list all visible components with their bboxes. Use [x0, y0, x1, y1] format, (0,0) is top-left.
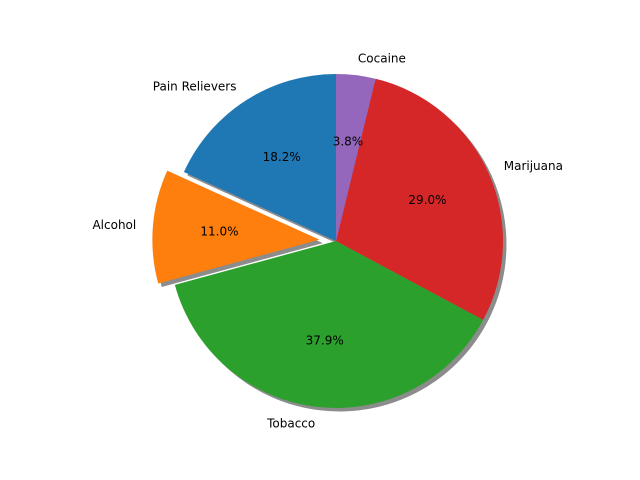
slice-marijuana [336, 78, 503, 320]
pct-cocaine: 3.8% [333, 135, 364, 149]
label-marijuana: Marijuana [504, 159, 563, 173]
pct-marijuana: 29.0% [408, 193, 446, 207]
pie-wedges [152, 74, 503, 408]
slice-alcohol [152, 170, 320, 284]
label-pain-relievers: Pain Relievers [153, 80, 237, 94]
slice-percent-labels: 18.2% 11.0% 37.9% 29.0% 3.8% [200, 135, 446, 348]
slice-pain-relievers [183, 74, 336, 241]
pct-tobacco: 37.9% [306, 334, 344, 348]
slice-labels: Pain Relievers Alcohol Tobacco Marijuana Coc… [92, 52, 563, 431]
label-tobacco: Tobacco [266, 417, 315, 431]
pct-alcohol: 11.0% [200, 225, 238, 239]
label-alcohol: Alcohol [92, 218, 136, 232]
pct-pain-relievers: 18.2% [263, 150, 301, 164]
label-cocaine: Cocaine [358, 52, 406, 66]
slice-cocaine [336, 74, 376, 241]
slice-tobacco [174, 241, 484, 408]
